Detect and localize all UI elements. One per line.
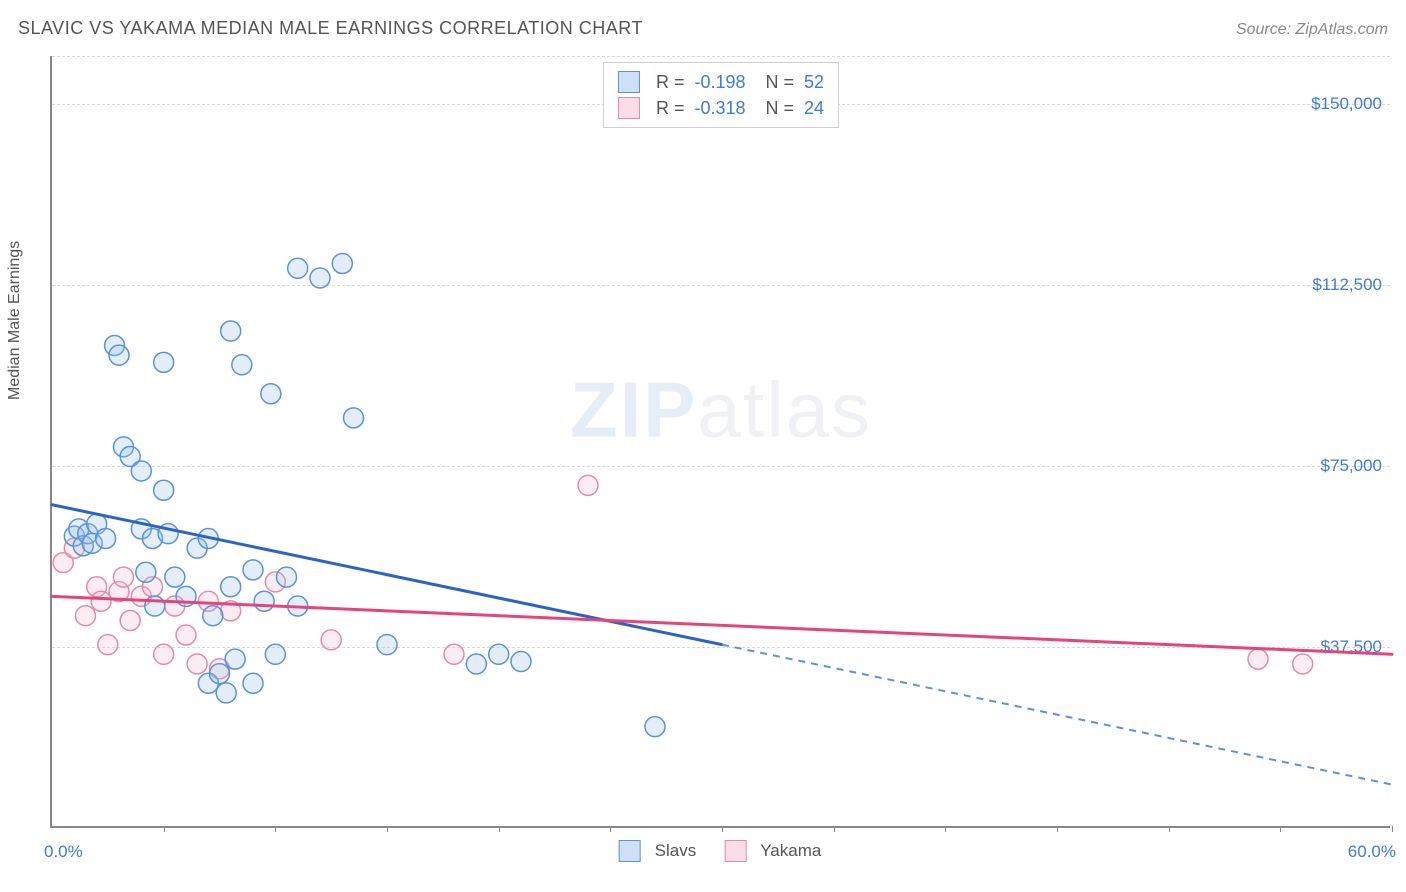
data-point [288, 258, 308, 278]
data-point [210, 664, 230, 684]
data-point [109, 345, 129, 365]
x-tick [164, 826, 165, 832]
x-tick [1057, 826, 1058, 832]
legend-swatch [619, 840, 641, 862]
data-point [154, 352, 174, 372]
legend-swatch [618, 97, 640, 119]
legend-r-value: -0.318 [694, 98, 745, 119]
data-point [120, 611, 140, 631]
data-point [310, 268, 330, 288]
x-tick [1280, 826, 1281, 832]
data-point [221, 577, 241, 597]
data-point [176, 625, 196, 645]
data-point [377, 635, 397, 655]
data-point [1248, 649, 1268, 669]
data-point [165, 567, 185, 587]
data-point [136, 562, 156, 582]
legend-row: R = -0.318 N = 24 [618, 95, 824, 121]
legend-row: R = -0.198 N = 52 [618, 69, 824, 95]
legend-n-label: N = [766, 98, 795, 119]
data-point [98, 635, 118, 655]
data-point [344, 408, 364, 428]
data-point [113, 567, 133, 587]
data-point [265, 644, 285, 664]
plot-area: ZIPatlas $37,500$75,000$112,500$150,000 … [50, 56, 1390, 828]
data-point [216, 683, 236, 703]
data-point [261, 384, 281, 404]
series-legend: Slavs Yakama [619, 840, 822, 862]
data-point [154, 644, 174, 664]
regression-line-extrapolated [722, 645, 1392, 785]
data-point [91, 591, 111, 611]
legend-swatch [724, 840, 746, 862]
plot-frame: ZIPatlas $37,500$75,000$112,500$150,000 … [50, 56, 1390, 828]
data-point [131, 461, 151, 481]
data-point [321, 630, 341, 650]
legend-swatch [618, 71, 640, 93]
data-point [96, 529, 116, 549]
data-point [232, 355, 252, 375]
x-tick [1392, 826, 1393, 832]
x-axis-start-label: 0.0% [44, 842, 83, 862]
legend-item: Yakama [724, 840, 821, 862]
legend-n-value: 24 [804, 98, 824, 119]
data-point [466, 654, 486, 674]
data-point [645, 717, 665, 737]
data-point [511, 652, 531, 672]
x-tick [1169, 826, 1170, 832]
legend-n-value: 52 [804, 72, 824, 93]
x-tick [945, 826, 946, 832]
y-axis-label: Median Male Earnings [6, 241, 24, 400]
data-point [225, 649, 245, 669]
data-point [187, 654, 207, 674]
correlation-legend: R = -0.198 N = 52 R = -0.318 N = 24 [603, 62, 839, 128]
x-tick [610, 826, 611, 832]
legend-label: Yakama [760, 841, 821, 861]
data-point [203, 606, 223, 626]
data-point [243, 673, 263, 693]
data-point [154, 480, 174, 500]
data-point [489, 644, 509, 664]
data-point [444, 644, 464, 664]
data-point [76, 606, 96, 626]
data-point [221, 321, 241, 341]
data-point [578, 475, 598, 495]
x-tick [387, 826, 388, 832]
legend-n-label: N = [766, 72, 795, 93]
legend-label: Slavs [655, 841, 697, 861]
data-point [332, 253, 352, 273]
source-credit: Source: ZipAtlas.com [1236, 21, 1388, 39]
data-point [277, 567, 297, 587]
x-tick [275, 826, 276, 832]
x-axis-end-label: 60.0% [1348, 842, 1396, 862]
chart-svg [52, 56, 1392, 828]
x-tick [722, 826, 723, 832]
data-point [243, 560, 263, 580]
legend-item: Slavs [619, 840, 697, 862]
legend-r-value: -0.198 [694, 72, 745, 93]
x-tick [834, 826, 835, 832]
chart-title: SLAVIC VS YAKAMA MEDIAN MALE EARNINGS CO… [18, 18, 643, 39]
data-point [1293, 654, 1313, 674]
legend-r-label: R = [656, 72, 685, 93]
legend-r-label: R = [656, 98, 685, 119]
data-point [254, 591, 274, 611]
x-tick [499, 826, 500, 832]
